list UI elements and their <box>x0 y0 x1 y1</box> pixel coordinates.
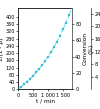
Y-axis label: 1/(1 - p)²: 1/(1 - p)² <box>0 36 4 61</box>
Y-axis label: Conversion
(%): Conversion (%) <box>83 32 94 65</box>
X-axis label: t / min: t / min <box>36 99 55 104</box>
